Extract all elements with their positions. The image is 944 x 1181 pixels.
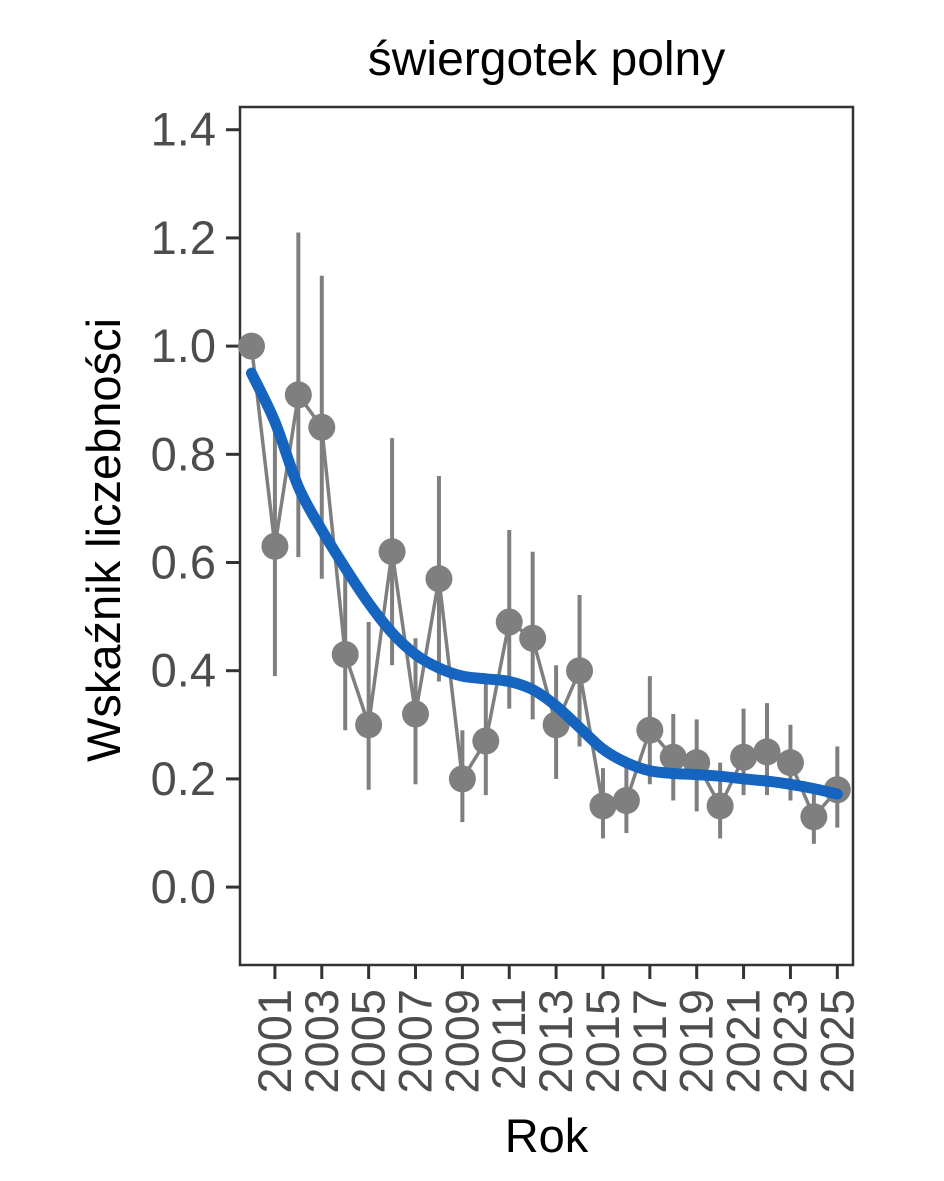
x-axis-label: Rok xyxy=(504,1109,589,1162)
data-point xyxy=(378,538,406,566)
data-point xyxy=(566,657,594,685)
data-point xyxy=(308,413,336,441)
data-point xyxy=(776,749,804,777)
data-point xyxy=(659,743,687,771)
data-point xyxy=(402,700,430,728)
y-tick-label: 1.0 xyxy=(151,319,216,372)
data-point xyxy=(284,381,312,409)
data-point xyxy=(612,787,640,815)
x-tick-label: 2011 xyxy=(482,989,535,1090)
data-point xyxy=(261,532,289,560)
y-tick-label: 0.0 xyxy=(151,860,216,913)
data-point xyxy=(706,792,734,820)
chart-title: świergotek polny xyxy=(367,33,726,86)
y-tick-label: 1.4 xyxy=(151,103,216,156)
y-tick-label: 1.2 xyxy=(151,211,216,264)
data-point xyxy=(730,743,758,771)
data-point xyxy=(355,711,383,739)
x-tick-label: 2025 xyxy=(810,989,863,1094)
x-tick-label: 2009 xyxy=(435,989,488,1094)
data-point xyxy=(800,803,828,831)
data-point xyxy=(237,332,265,360)
y-tick-label: 0.6 xyxy=(151,536,216,589)
y-tick-label: 0.2 xyxy=(151,752,216,805)
data-point xyxy=(495,608,523,636)
data-point xyxy=(472,727,500,755)
x-tick-label: 2023 xyxy=(763,989,816,1094)
data-point xyxy=(519,624,547,652)
data-point xyxy=(636,716,664,744)
plot-panel-border xyxy=(238,105,855,967)
x-tick-label: 2021 xyxy=(717,989,770,1094)
y-tick-label: 0.8 xyxy=(151,427,216,480)
x-tick-label: 2001 xyxy=(248,989,301,1094)
data-point xyxy=(753,738,781,766)
y-tick-label: 0.4 xyxy=(151,644,216,697)
x-tick-label: 2007 xyxy=(389,989,442,1094)
data-point xyxy=(331,640,359,668)
x-tick-label: 2013 xyxy=(529,989,582,1094)
x-tick-label: 2005 xyxy=(342,989,395,1094)
x-tick-label: 2015 xyxy=(576,989,629,1094)
x-tick-label: 2017 xyxy=(623,989,676,1094)
x-tick-label: 2019 xyxy=(670,989,723,1094)
data-point xyxy=(589,792,617,820)
data-point xyxy=(425,565,453,593)
x-tick-label: 2003 xyxy=(295,989,348,1094)
trend-line xyxy=(245,367,843,800)
data-point xyxy=(448,765,476,793)
